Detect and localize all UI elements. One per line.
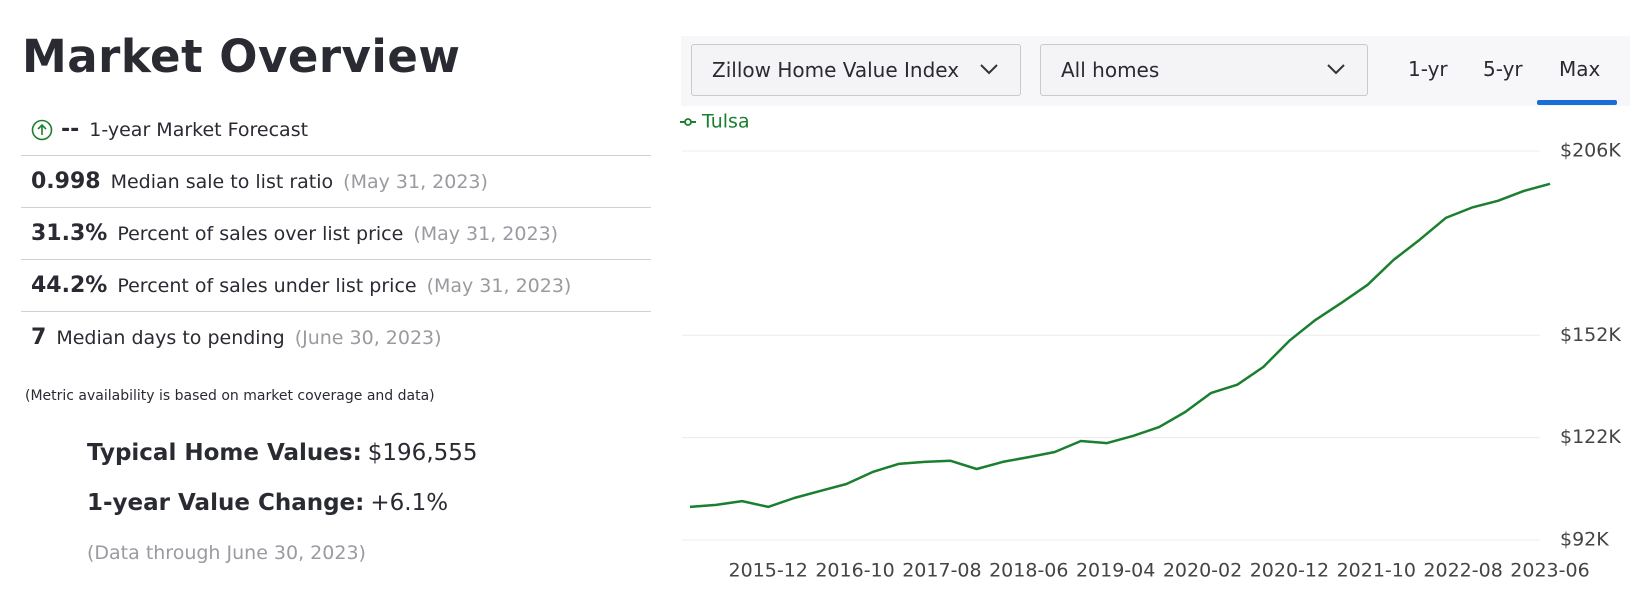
active-tab-indicator xyxy=(1537,100,1617,105)
legend-icon xyxy=(684,118,692,126)
metric-date: (May 31, 2023) xyxy=(426,274,572,297)
label: 1-year Value Change: xyxy=(87,490,365,516)
metric-label: Percent of sales under list price xyxy=(117,274,417,297)
metric-row: 31.3% Percent of sales over list price (Ma… xyxy=(21,208,651,260)
index-select[interactable]: Zillow Home Value Index xyxy=(691,44,1021,96)
x-tick-label: 2023-06 xyxy=(1510,560,1589,582)
y-tick-label: $206K xyxy=(1560,140,1621,162)
chevron xyxy=(1327,64,1345,75)
metric-date: (May 31, 2023) xyxy=(413,222,559,245)
forecast-row: -- 1-year Market Forecast xyxy=(21,104,651,156)
metric-row: 7 Median days to pending (June 30, 2023) xyxy=(21,312,651,363)
x-tick-label: 2021-10 xyxy=(1337,560,1416,582)
controls: Zillow Home Value Index All homes 1-yr 5… xyxy=(681,36,1630,106)
value: +6.1% xyxy=(370,490,449,516)
chevron xyxy=(980,64,998,75)
metric-value: 0.998 xyxy=(31,169,101,194)
summary: Typical Home Values: $196,555 1-year Valu… xyxy=(87,440,478,592)
range-tab[interactable]: 1-yr xyxy=(1408,57,1448,81)
forecast-value: -- xyxy=(61,117,80,142)
range-tab[interactable]: 5-yr xyxy=(1483,57,1523,81)
up-icon xyxy=(31,119,53,140)
value: $196,555 xyxy=(367,440,478,466)
x-tick-label: 2020-02 xyxy=(1163,560,1242,582)
range-tab[interactable]: Max xyxy=(1559,57,1601,81)
x-tick-label: 2018-06 xyxy=(989,560,1068,582)
metric-label: Median sale to list ratio xyxy=(110,170,334,193)
home-values: Typical Home Values: $196,555 xyxy=(87,440,478,490)
metric-label: Median days to pending xyxy=(56,326,285,349)
x-tick-label: 2017-08 xyxy=(902,560,981,582)
metric-date: (June 30, 2023) xyxy=(294,326,442,349)
select-text: All homes xyxy=(1061,58,1160,82)
metrics: -- 1-year Market Forecast 0.998 Median sa… xyxy=(21,104,651,363)
legend-label: Tulsa xyxy=(701,111,750,133)
y-tick-label: $152K xyxy=(1560,324,1621,346)
metric-row: 44.2% Percent of sales under list price (M… xyxy=(21,260,651,312)
x-tick-label: 2020-12 xyxy=(1250,560,1329,582)
data-line xyxy=(689,182,1551,509)
title: Market Overview xyxy=(22,30,461,83)
chart: $92K $122K $152K $206K 2015-12 2016-10 2017-08… xyxy=(680,111,1621,582)
select-text: Zillow Home Value Index xyxy=(712,58,960,82)
x-tick-label: 2019-04 xyxy=(1076,560,1155,582)
metric-value: 44.2% xyxy=(31,273,108,298)
forecast-label: 1-year Market Forecast xyxy=(89,118,309,141)
x-tick-label: 2015-12 xyxy=(728,560,807,582)
metric-date: (May 31, 2023) xyxy=(343,170,488,193)
value-change: 1-year Value Change: +6.1% xyxy=(87,490,478,540)
x-tick-label: 2022-08 xyxy=(1423,560,1502,582)
y-tick-label: $92K xyxy=(1560,529,1609,551)
metric-label: Percent of sales over list price xyxy=(117,222,404,245)
metric-row: 0.998 Median sale to list ratio (May 31, 2… xyxy=(21,156,651,208)
metric-value: 7 xyxy=(31,325,47,350)
home-type-select[interactable]: All homes xyxy=(1040,44,1368,96)
label: Typical Home Values: xyxy=(87,440,362,466)
metric-value: 31.3% xyxy=(31,221,108,246)
note: (Metric availability is based on market … xyxy=(25,388,435,404)
x-tick-label: 2016-10 xyxy=(815,560,894,582)
data-through: (Data through June 30, 2023) xyxy=(87,542,366,564)
y-tick-label: $122K xyxy=(1560,426,1621,448)
